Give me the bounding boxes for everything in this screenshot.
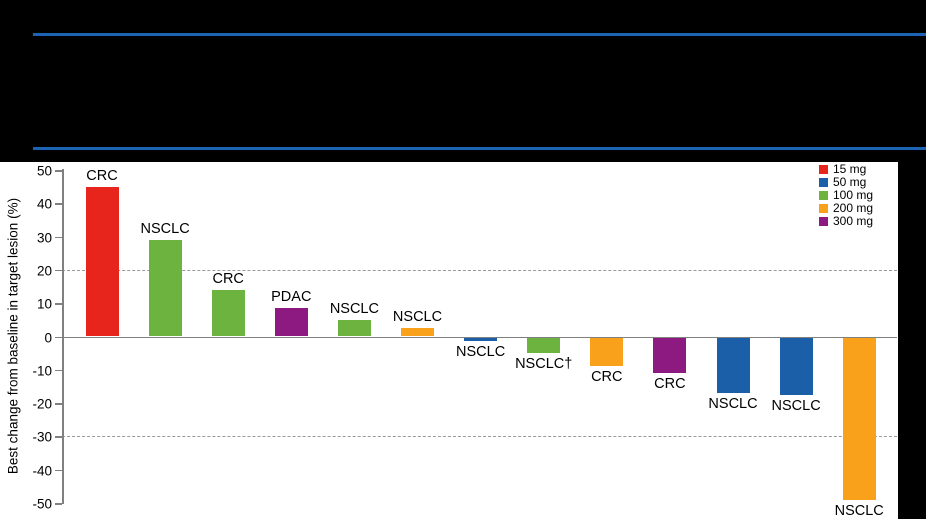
y-tick — [55, 469, 62, 472]
bar — [590, 338, 624, 367]
legend-swatch — [819, 204, 828, 213]
legend-swatch — [819, 178, 828, 187]
legend-label: 15 mg — [833, 162, 867, 176]
bar — [85, 186, 119, 337]
reference-line-20 — [62, 269, 897, 271]
bar-label: CRC — [591, 369, 623, 386]
legend-label: 200 mg — [833, 201, 874, 215]
bar — [464, 338, 498, 342]
legend-swatch — [819, 191, 828, 200]
bar-label: CRC — [212, 270, 244, 287]
bar — [527, 338, 561, 353]
y-tick-label: -40 — [32, 463, 52, 479]
bar-label: CRC — [86, 167, 118, 184]
y-tick-label: 40 — [36, 196, 52, 212]
bar-label: NSCLC — [771, 397, 821, 414]
bar-label: NSCLC — [329, 300, 379, 317]
legend-swatch — [819, 165, 828, 174]
header-rule-bottom — [33, 147, 926, 150]
y-tick — [55, 369, 62, 372]
y-tick — [55, 203, 62, 205]
y-tick-label: -30 — [32, 429, 52, 445]
bar — [148, 239, 182, 337]
legend-label: 50 mg — [833, 175, 867, 189]
bar-label: CRC — [654, 375, 686, 392]
bar — [274, 308, 308, 337]
bar — [337, 319, 371, 337]
y-tick — [55, 236, 62, 239]
legend-label: 300 mg — [833, 214, 874, 228]
bar — [211, 289, 245, 337]
y-axis-line — [62, 169, 64, 504]
y-tick — [55, 269, 62, 272]
bar-label: PDAC — [271, 289, 312, 306]
bar-label: NSCLC — [456, 344, 506, 361]
bar-label: NSCLC — [392, 309, 443, 326]
y-tick — [55, 170, 62, 172]
y-tick — [55, 436, 62, 438]
y-tick-label: -50 — [32, 496, 52, 512]
zero-baseline — [62, 336, 897, 338]
bar — [842, 338, 876, 500]
bar — [779, 338, 813, 395]
y-tick-label: -10 — [32, 363, 52, 379]
bar — [653, 338, 687, 373]
y-tick — [55, 336, 62, 338]
legend-label: 100 mg — [833, 188, 874, 202]
header-rule-top — [33, 33, 926, 36]
y-tick-label: 0 — [44, 330, 52, 345]
bar-label: NSCLC — [140, 220, 190, 237]
reference-line--30 — [62, 436, 897, 438]
y-tick-label: 30 — [36, 230, 52, 246]
bar-label: NSCLC — [834, 502, 884, 519]
y-tick — [55, 503, 62, 505]
y-tick-label: -20 — [32, 396, 52, 412]
waterfall-chart-panel: Best change from baseline in target lesi… — [0, 162, 898, 519]
y-tick — [55, 303, 62, 305]
bar-label: NSCLC† — [515, 355, 573, 372]
bar — [716, 338, 750, 393]
y-tick-label: 20 — [36, 263, 52, 279]
y-tick-label: 10 — [36, 296, 52, 312]
y-tick — [55, 403, 62, 405]
bar — [401, 328, 434, 337]
bar-label: NSCLC — [708, 395, 758, 412]
y-tick-label: 50 — [36, 163, 52, 179]
legend-swatch — [819, 217, 828, 226]
